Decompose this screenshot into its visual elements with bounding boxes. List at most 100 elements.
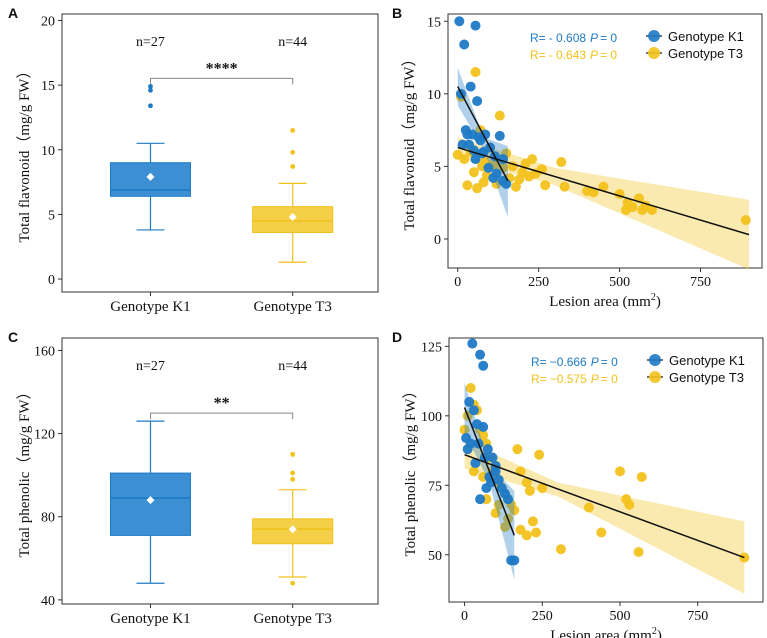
y-tick-label: 160 <box>34 344 55 359</box>
data-point <box>454 16 465 27</box>
correlation-stat: R= - 0.608 P = 0 <box>530 31 617 45</box>
legend-swatch-k1 <box>649 354 661 366</box>
data-point <box>503 494 514 505</box>
outlier-point <box>290 451 296 457</box>
y-tick-label: 125 <box>421 340 442 355</box>
data-point <box>596 527 607 538</box>
data-point <box>457 139 468 150</box>
stat-r-value: - 0.643 <box>549 48 587 62</box>
series-k1 <box>454 16 512 218</box>
x-tick-label: 250 <box>532 609 553 624</box>
confidence-band <box>457 137 750 270</box>
stat-p-label: P <box>590 31 598 45</box>
significance-stars: ** <box>214 395 230 412</box>
data-point <box>633 546 644 557</box>
stat-r-label: R= <box>530 48 546 62</box>
outlier-point <box>290 476 296 482</box>
legend-swatch-t3 <box>648 47 660 59</box>
data-point <box>614 466 625 477</box>
regression-line-t3 <box>464 454 745 559</box>
stat-p-value: = 0 <box>601 355 618 369</box>
x-tick-label: 500 <box>609 275 630 290</box>
mean-marker <box>288 213 297 222</box>
box-iqr <box>109 472 191 536</box>
x-tick-label: 750 <box>687 609 708 624</box>
data-point <box>494 110 505 121</box>
y-tick-label: 120 <box>34 428 55 443</box>
stat-p-label: P <box>591 355 599 369</box>
data-point <box>462 129 473 140</box>
x-tick-label: 0 <box>461 609 468 624</box>
data-point <box>472 96 483 107</box>
box-t3 <box>252 451 334 586</box>
data-point <box>465 383 476 394</box>
y-tick-label: 20 <box>41 14 55 29</box>
n-label: n=44 <box>278 35 307 50</box>
y-tick-label: 15 <box>41 79 55 94</box>
data-point <box>478 360 489 371</box>
data-point <box>475 494 486 505</box>
x-tick-label: 500 <box>609 609 630 624</box>
x-axis-title: Lesion area (mm2) <box>549 292 661 310</box>
legend-label: Genotype T3 <box>668 46 743 61</box>
confidence-band <box>464 440 745 594</box>
data-point <box>459 39 470 50</box>
y-tick-label: 15 <box>427 15 441 30</box>
stat-r-value: −0.666 <box>550 355 587 369</box>
data-point <box>521 477 532 488</box>
x-tick-label: Genotype T3 <box>253 611 331 627</box>
plot-frame <box>61 337 379 605</box>
y-axis-title: Total flavonoid（mg/g FW） <box>16 64 33 243</box>
x-axis-title-main: Lesion area (mm <box>549 294 651 310</box>
box-iqr <box>109 162 191 197</box>
significance-stars: **** <box>206 60 238 77</box>
regression-line-k1 <box>463 407 515 536</box>
x-tick-label: Genotype K1 <box>110 611 190 627</box>
n-label: n=27 <box>136 35 165 50</box>
y-tick-label: 5 <box>48 208 55 223</box>
outlier-point <box>148 84 153 89</box>
stat-r-label: R= <box>530 31 546 45</box>
y-tick-label: 50 <box>428 549 442 564</box>
legend-label: Genotype K1 <box>668 29 744 44</box>
y-tick-label: 40 <box>41 594 55 609</box>
data-point <box>487 452 498 463</box>
mean-marker <box>146 496 155 505</box>
panel-letter: C <box>8 329 18 345</box>
data-point <box>583 502 594 513</box>
data-point <box>468 466 479 477</box>
box-k1 <box>109 420 191 584</box>
panel-letter: A <box>8 5 18 21</box>
y-tick-label: 5 <box>434 160 441 175</box>
x-tick-label: Genotype K1 <box>110 299 190 315</box>
outlier-point <box>290 580 296 586</box>
box-k1 <box>109 84 191 231</box>
correlation-stat: R= −0.575 P = 0 <box>531 372 618 386</box>
data-point <box>555 544 566 555</box>
panel-c: C 40 80 120 160 Total phenolic（mg/g FW） n=27 Ge… <box>8 329 379 627</box>
data-point <box>470 67 481 78</box>
data-point <box>646 204 657 215</box>
data-point <box>462 444 473 455</box>
stat-r-value: −0.575 <box>550 372 587 386</box>
stat-p-value: = 0 <box>600 48 617 62</box>
x-axis-title-end: ) <box>657 628 662 638</box>
significance-bracket <box>149 412 294 420</box>
correlation-stat: R= −0.666 P = 0 <box>531 355 618 369</box>
box-iqr <box>252 518 334 545</box>
x-tick-label: Genotype T3 <box>253 299 331 315</box>
x-axis-title: Lesion area (mm2) <box>550 626 662 638</box>
legend-label: Genotype K1 <box>669 353 745 368</box>
data-point <box>524 485 535 496</box>
data-point <box>490 508 501 519</box>
legend-swatch-t3 <box>649 371 661 383</box>
data-point <box>470 20 481 31</box>
data-point <box>509 555 520 566</box>
y-axis-title: Total phenolic（mg/g FW） <box>402 383 419 556</box>
data-point <box>537 483 548 494</box>
data-point <box>588 187 599 198</box>
data-point <box>521 530 532 541</box>
y-tick-label: 0 <box>434 233 441 248</box>
outlier-point <box>290 470 296 476</box>
